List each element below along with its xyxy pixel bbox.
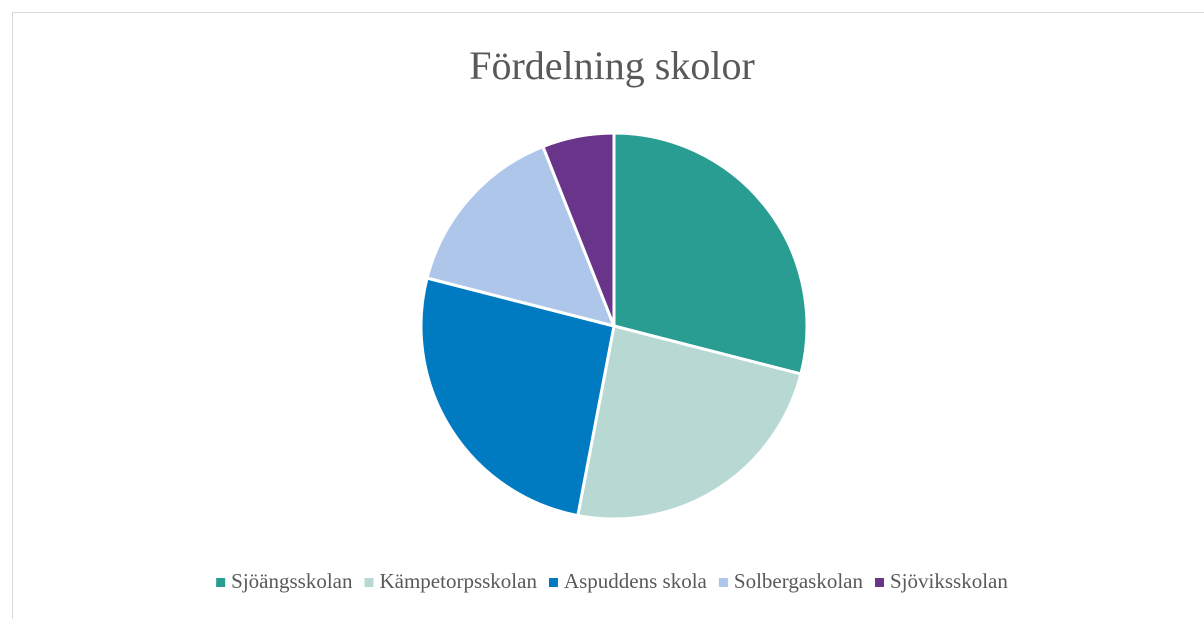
legend-swatch [216, 578, 226, 587]
pie-slice [419, 276, 616, 518]
legend-label: Sjöängsskolan [231, 569, 353, 593]
pie-slice [612, 131, 809, 376]
pie-slice [541, 131, 616, 327]
legend-swatch [364, 578, 374, 587]
legend-swatch [548, 578, 558, 587]
legend-label: Sjöviksskolan [890, 569, 1008, 593]
legend-swatch [875, 578, 884, 587]
pie-slice [576, 324, 803, 521]
legend-swatch [718, 578, 728, 587]
legend-label: Kämpetorpsskolan [379, 569, 537, 593]
legend-label: Solbergaskolan [734, 569, 864, 593]
chart-title: Fördelning skolor [469, 43, 755, 88]
legend-label: Aspuddens skola [564, 569, 708, 593]
pie-slice [425, 144, 617, 329]
legend: Sjöängsskolan Kämpetorpsskolan Aspuddens s… [216, 569, 1008, 593]
